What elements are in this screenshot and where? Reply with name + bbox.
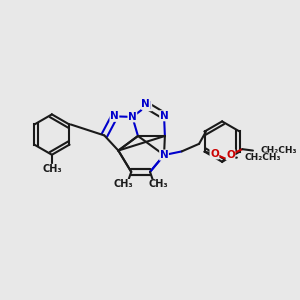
Text: CH₂CH₃: CH₂CH₃: [245, 153, 281, 162]
Text: CH₃: CH₃: [42, 165, 62, 175]
Text: CH₃: CH₃: [42, 164, 62, 174]
Text: CH₃: CH₃: [113, 179, 133, 190]
Text: N: N: [160, 150, 168, 160]
Text: CH₂CH₃: CH₂CH₃: [261, 146, 297, 155]
Text: N: N: [110, 111, 119, 121]
Text: N: N: [143, 101, 152, 111]
Text: N: N: [141, 99, 150, 109]
Text: CH₃: CH₃: [148, 179, 168, 190]
Text: O: O: [226, 150, 235, 160]
Text: N: N: [160, 111, 168, 121]
Text: N: N: [128, 112, 137, 122]
Text: O: O: [210, 149, 219, 159]
